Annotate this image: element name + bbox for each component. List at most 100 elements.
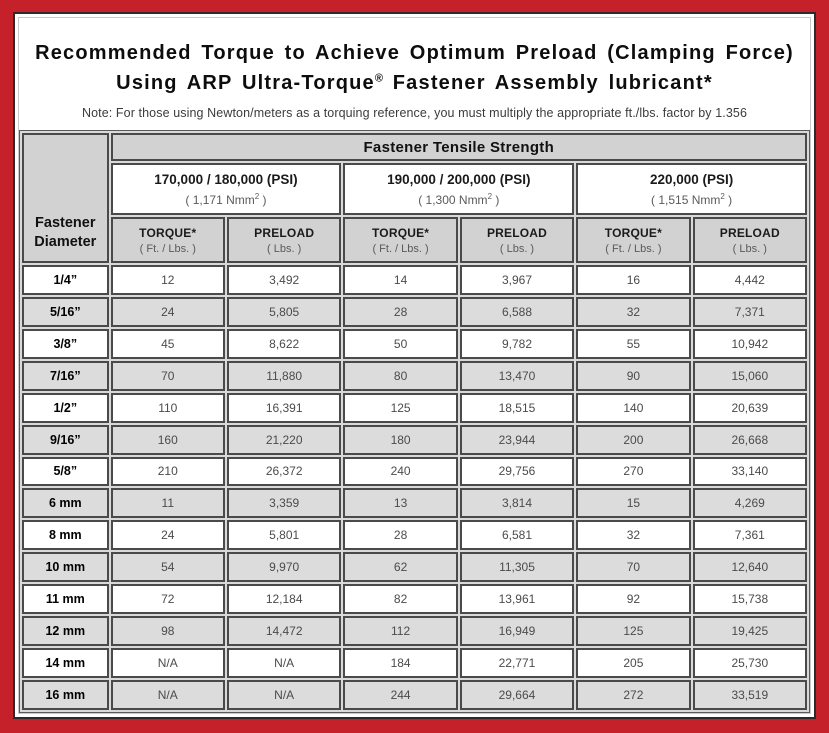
col-unit: ( Ft. / Lbs. ) bbox=[139, 242, 196, 255]
torque-value-cell: 62 bbox=[343, 552, 458, 583]
title-line2-post: Fastener Assembly lubricant* bbox=[383, 72, 713, 94]
torque-value-cell: 80 bbox=[343, 360, 458, 391]
preload-value-cell: 12,184 bbox=[226, 584, 342, 615]
col-label: PRELOAD bbox=[719, 225, 780, 240]
preload-value-cell: 20,639 bbox=[692, 392, 807, 423]
col-label: TORQUE* bbox=[371, 225, 430, 240]
preload-value-cell: 29,756 bbox=[459, 456, 575, 487]
fastener-diameter-cell: 3/8” bbox=[22, 328, 109, 359]
fastener-diameter-cell: 6 mm bbox=[22, 488, 109, 519]
torque-value-cell: 82 bbox=[343, 584, 458, 615]
preload-value-cell: 18,515 bbox=[459, 392, 575, 423]
preload-column-header: PRELOAD ( Lbs. ) bbox=[459, 217, 575, 263]
table-row: 5/8” 210 26,372 240 29,756 270 33,140 bbox=[22, 456, 807, 487]
torque-value-cell: 125 bbox=[576, 616, 691, 647]
preload-value-cell: N/A bbox=[226, 648, 342, 678]
torque-value-cell: 244 bbox=[343, 679, 458, 710]
tensile-strength-header: Fastener Tensile Strength bbox=[110, 133, 807, 161]
preload-value-cell: 6,581 bbox=[459, 520, 575, 551]
torque-value-cell: 210 bbox=[110, 456, 225, 487]
table-wrap: Fastener Diameter Fastener Tensile Stren… bbox=[19, 130, 810, 713]
preload-value-cell: 5,801 bbox=[226, 520, 342, 551]
torque-value-cell: 55 bbox=[576, 328, 691, 359]
preload-value-cell: 19,425 bbox=[692, 616, 807, 647]
nmm-sup: 2 bbox=[720, 191, 725, 201]
torque-value-cell: 200 bbox=[576, 424, 691, 455]
torque-value-cell: 54 bbox=[110, 552, 225, 583]
col-unit: ( Lbs. ) bbox=[499, 242, 535, 255]
nmm-label: ( 1,171 Nmm2 ) bbox=[113, 192, 340, 207]
page-title-line1: Recommended Torque to Achieve Optimum Pr… bbox=[35, 42, 794, 64]
preload-value-cell: 23,944 bbox=[459, 424, 575, 455]
torque-value-cell: 112 bbox=[343, 616, 458, 647]
torque-value-cell: 72 bbox=[110, 584, 225, 615]
fastener-diameter-cell: 5/16” bbox=[22, 296, 109, 327]
table-row: 6 mm 11 3,359 13 3,814 15 4,269 bbox=[22, 488, 807, 519]
preload-value-cell: 3,492 bbox=[226, 265, 342, 295]
col-label: PRELOAD bbox=[486, 225, 548, 240]
table-row: 3/8” 45 8,622 50 9,782 55 10,942 bbox=[22, 328, 807, 359]
torque-value-cell: 125 bbox=[343, 392, 458, 423]
registered-trademark-symbol: ® bbox=[374, 72, 383, 85]
preload-value-cell: 10,942 bbox=[692, 328, 807, 359]
content-inner: Recommended Torque to Achieve Optimum Pr… bbox=[18, 17, 811, 714]
table-row: 8 mm 24 5,801 28 6,581 32 7,361 bbox=[22, 520, 807, 551]
preload-value-cell: 16,949 bbox=[459, 616, 575, 647]
table-row: 7/16” 70 11,880 80 13,470 90 15,060 bbox=[22, 360, 807, 391]
torque-value-cell: 140 bbox=[576, 392, 691, 423]
preload-value-cell: 25,730 bbox=[692, 648, 807, 678]
fastener-diameter-cell: 1/2” bbox=[22, 392, 109, 423]
page-title-line2: Using ARP Ultra-Torque® Fastener Assembl… bbox=[27, 68, 802, 98]
preload-value-cell: 4,442 bbox=[692, 265, 807, 295]
table-row: 12 mm 98 14,472 112 16,949 125 19,425 bbox=[22, 616, 807, 647]
preload-column-header: PRELOAD ( Lbs. ) bbox=[226, 217, 342, 263]
torque-value-cell: 70 bbox=[576, 552, 691, 583]
torque-value-cell: 28 bbox=[343, 520, 458, 551]
preload-value-cell: 7,371 bbox=[692, 296, 807, 327]
fastener-diameter-header: Fastener Diameter bbox=[22, 133, 109, 263]
torque-value-cell: 70 bbox=[110, 360, 225, 391]
psi-label: 170,000 / 180,000 (PSI) bbox=[154, 171, 298, 187]
preload-value-cell: 7,361 bbox=[692, 520, 807, 551]
preload-column-header: PRELOAD ( Lbs. ) bbox=[692, 217, 807, 263]
table-row: 11 mm 72 12,184 82 13,961 92 15,738 bbox=[22, 584, 807, 615]
torque-column-header: TORQUE* ( Ft. / Lbs. ) bbox=[343, 217, 458, 263]
column-header-row: TORQUE* ( Ft. / Lbs. ) PRELOAD ( Lbs. ) … bbox=[22, 217, 807, 263]
torque-value-cell: 45 bbox=[110, 328, 225, 359]
conversion-note: Note: For those using Newton/meters as a… bbox=[81, 106, 747, 120]
table-row: 9/16” 160 21,220 180 23,944 200 26,668 bbox=[22, 424, 807, 455]
preload-value-cell: 29,664 bbox=[459, 679, 575, 710]
nmm-post: ) bbox=[492, 192, 500, 207]
torque-value-cell: 24 bbox=[110, 520, 225, 551]
nmm-post: ) bbox=[724, 192, 733, 207]
preload-value-cell: 33,140 bbox=[692, 456, 807, 487]
preload-value-cell: 11,305 bbox=[459, 552, 575, 583]
preload-value-cell: 14,472 bbox=[226, 616, 342, 647]
torque-value-cell: 110 bbox=[110, 392, 225, 423]
preload-value-cell: 12,640 bbox=[692, 552, 807, 583]
fastener-diameter-cell: 11 mm bbox=[22, 584, 109, 615]
fastener-diameter-cell: 9/16” bbox=[22, 424, 109, 455]
torque-value-cell: 16 bbox=[576, 265, 691, 295]
fastener-diameter-cell: 10 mm bbox=[22, 552, 109, 583]
preload-value-cell: 3,967 bbox=[459, 265, 575, 295]
group-header-row: Fastener Diameter Fastener Tensile Stren… bbox=[22, 133, 807, 263]
preload-value-cell: 4,269 bbox=[692, 488, 807, 519]
col-label: TORQUE* bbox=[604, 225, 662, 240]
table-row: 16 mm N/A N/A 244 29,664 272 33,519 bbox=[22, 679, 807, 710]
fastener-diameter-cell: 12 mm bbox=[22, 616, 109, 647]
preload-value-cell: 22,771 bbox=[459, 648, 575, 678]
psi-header-row: 170,000 / 180,000 (PSI) ( 1,171 Nmm2 ) 1… bbox=[22, 163, 807, 215]
preload-value-cell: 11,880 bbox=[226, 360, 342, 391]
torque-value-cell: 160 bbox=[110, 424, 225, 455]
table-row: 14 mm N/A N/A 184 22,771 205 25,730 bbox=[22, 648, 807, 678]
fastener-diameter-cell: 1/4” bbox=[22, 265, 109, 295]
nmm-label: ( 1,300 Nmm2 ) bbox=[345, 192, 572, 207]
col-label: TORQUE* bbox=[139, 225, 197, 240]
torque-value-cell: 180 bbox=[343, 424, 458, 455]
fastener-diameter-cell: 7/16” bbox=[22, 360, 109, 391]
preload-value-cell: 8,622 bbox=[226, 328, 342, 359]
torque-value-cell: 240 bbox=[343, 456, 458, 487]
preload-value-cell: 26,668 bbox=[692, 424, 807, 455]
psi-label: 190,000 / 200,000 (PSI) bbox=[387, 171, 531, 187]
